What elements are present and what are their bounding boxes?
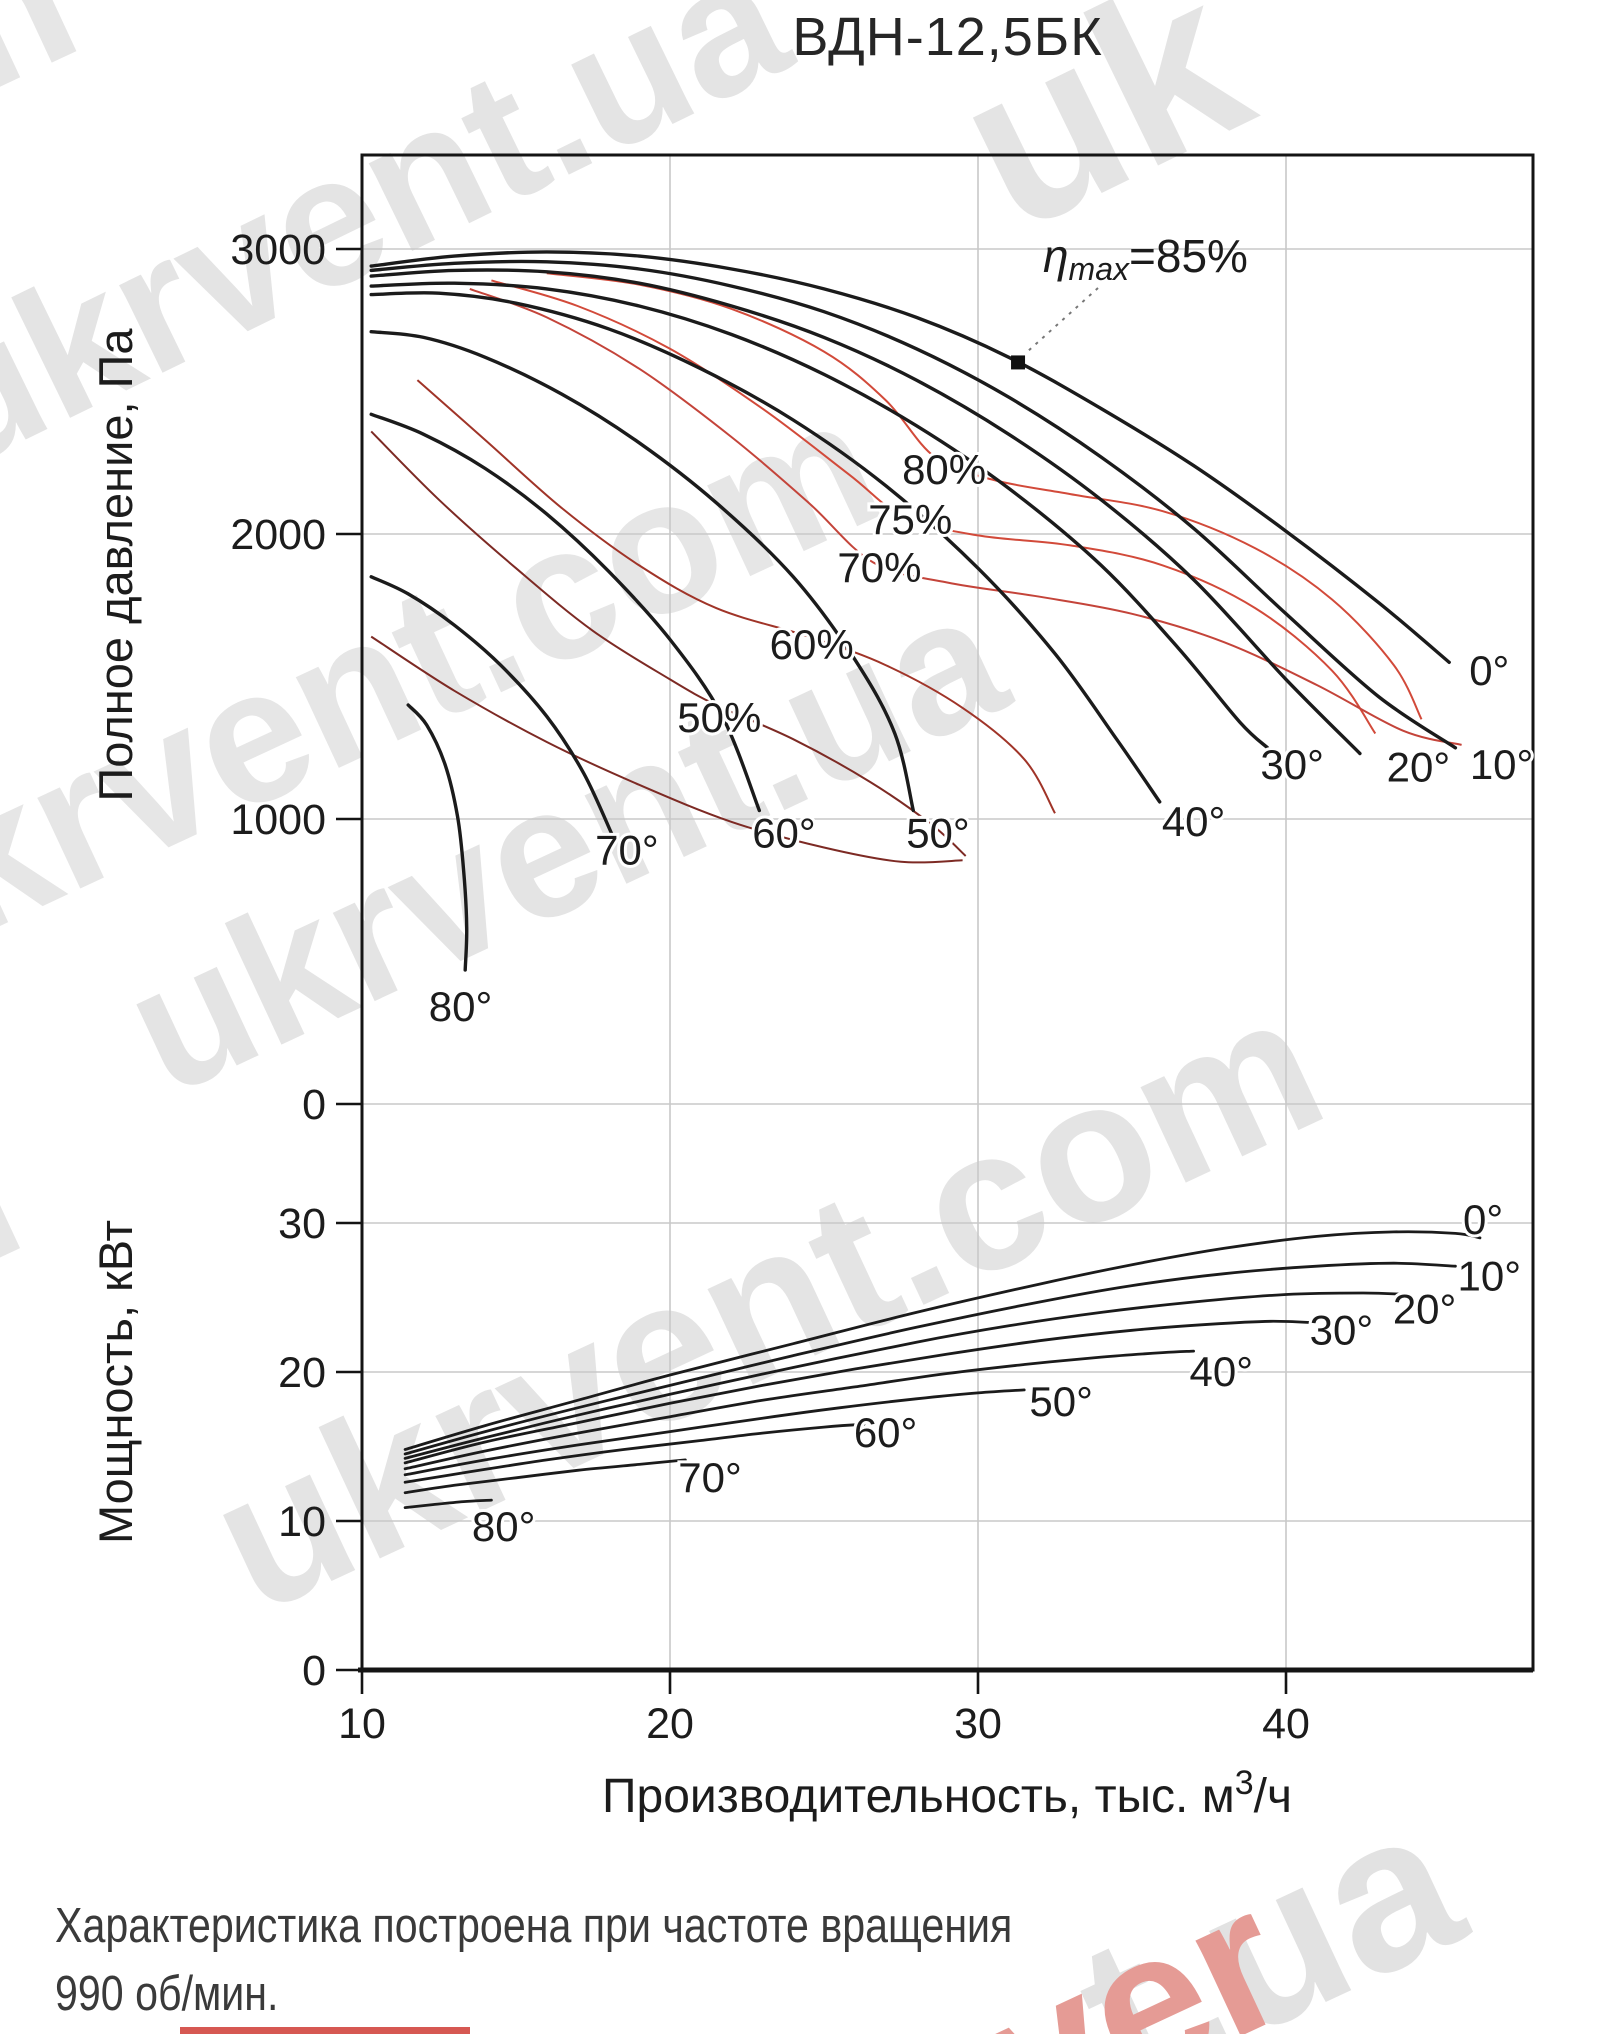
- power-curve-label: 60°: [854, 1409, 918, 1456]
- efficiency-contour-80%: [546, 272, 1423, 720]
- power-curve-label: 10°: [1458, 1253, 1522, 1300]
- pressure-curve-label: 20°: [1387, 744, 1451, 791]
- pressure-curve-label: 0°: [1469, 647, 1509, 694]
- power-curve-label: 20°: [1393, 1285, 1457, 1332]
- pressure-curve-0°: [369, 250, 1451, 664]
- power-curve-label: 70°: [678, 1454, 742, 1501]
- pressure-curve-10°: [369, 259, 1458, 750]
- pressure-tick-label: 1000: [230, 796, 326, 844]
- power-curve-60°: [403, 1422, 866, 1484]
- caption-line-1: Характеристика построена при частоте вра…: [55, 1899, 1013, 1953]
- pressure-axis-title: Полное давление, Па: [89, 328, 142, 802]
- x-tick-label: 30: [954, 1700, 1002, 1748]
- efficiency-contour-50%-lower: [370, 635, 963, 864]
- pressure-curves: [369, 250, 1458, 972]
- pressure-curve-40°: [369, 291, 1162, 804]
- power-curve-50°: [403, 1388, 1026, 1477]
- power-tick-label: 30: [278, 1200, 326, 1248]
- pressure-curve-label: 10°: [1470, 741, 1534, 788]
- pressure-curve-70°: [369, 575, 614, 835]
- power-axis-title: Мощность, кВт: [89, 1220, 142, 1544]
- pressure-curve-80°: [406, 703, 469, 972]
- power-curve-80°: [403, 1498, 493, 1509]
- power-curve-40°: [403, 1349, 1195, 1471]
- efficiency-label: 60%: [770, 621, 854, 668]
- power-tick-label: 0: [302, 1647, 326, 1695]
- pressure-curve-label: 30°: [1260, 741, 1324, 788]
- efficiency-label: 80%: [902, 446, 986, 493]
- pressure-curve-label: 70°: [595, 826, 659, 873]
- efficiency-label: 50%: [677, 694, 761, 741]
- efficiency-contour-50%: [370, 430, 967, 857]
- power-curve-label: 50°: [1029, 1378, 1093, 1425]
- x-tick-label: 10: [338, 1700, 386, 1748]
- power-curve-label: 0°: [1463, 1196, 1503, 1243]
- eta-max-point-marker: [1011, 355, 1026, 370]
- curve-labels: 0°10°20°30°40°50°60°70°80°80%75%70%60%50…: [426, 443, 1537, 1553]
- pressure-curve-50°: [369, 330, 915, 813]
- efficiency-contour-70%: [469, 287, 1462, 746]
- power-curves: [403, 1230, 1482, 1509]
- pressure-curve-30°: [369, 281, 1270, 750]
- red-strip-decoration: [180, 2027, 470, 2034]
- x-tick-label: 40: [1262, 1700, 1310, 1748]
- gridlines: [362, 155, 1533, 1670]
- power-curve-20°: [403, 1291, 1411, 1460]
- eta-max-label: ηmax=85%: [1043, 230, 1248, 287]
- x-tick-label: 20: [646, 1700, 694, 1748]
- power-curve-10°: [403, 1261, 1457, 1456]
- efficiency-contours: [370, 272, 1462, 864]
- pressure-curve-label: 40°: [1162, 798, 1226, 845]
- pressure-curve-label: 60°: [752, 809, 816, 856]
- power-curve-label: 30°: [1310, 1306, 1374, 1353]
- power-curve-70°: [403, 1458, 687, 1495]
- pressure-tick-label: 0: [302, 1081, 326, 1129]
- pressure-curve-label: 50°: [906, 809, 970, 856]
- pressure-tick-label: 2000: [230, 511, 326, 559]
- power-curve-label: 80°: [472, 1503, 536, 1550]
- pressure-curve-label: 80°: [429, 983, 493, 1030]
- power-tick-label: 20: [278, 1349, 326, 1397]
- page-title: ВДН-12,5БК: [792, 7, 1103, 67]
- power-tick-label: 10: [278, 1498, 326, 1546]
- eta-max-leader-line: [1026, 287, 1099, 353]
- efficiency-contour-60%: [416, 379, 1056, 814]
- axis-ticks: [336, 247, 1288, 1694]
- power-curve-0°: [403, 1230, 1482, 1451]
- x-axis-title: Производительность, тыс. м3/ч: [602, 1764, 1292, 1823]
- power-curve-30°: [403, 1319, 1319, 1465]
- caption-line-2: 990 об/мин.: [55, 1966, 279, 2021]
- efficiency-label: 75%: [868, 496, 952, 543]
- pressure-curve-60°: [369, 412, 761, 813]
- pressure-curve-20°: [369, 268, 1362, 756]
- efficiency-label: 70%: [837, 544, 921, 591]
- power-curve-label: 40°: [1190, 1348, 1254, 1395]
- caption: Характеристика построена при частоте вра…: [55, 1893, 1332, 2028]
- pressure-tick-label: 3000: [230, 226, 326, 274]
- efficiency-contour-75%: [491, 279, 1377, 735]
